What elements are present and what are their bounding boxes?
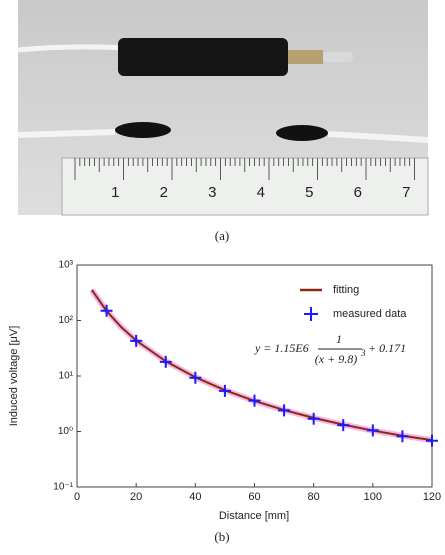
equation-exponent: 3: [360, 348, 366, 358]
legend-label: fitting: [333, 284, 359, 296]
ruler-label: 2: [160, 184, 168, 201]
marker: [159, 355, 172, 368]
y-tick-label: 10⁻¹: [53, 482, 73, 493]
photo: 1 2 3 4 5 6 7: [17, 0, 429, 216]
y-tick-label: 10¹: [59, 371, 74, 382]
ruler-label: 6: [354, 184, 362, 201]
plot-frame: [76, 264, 433, 488]
caption: (a): [215, 228, 229, 243]
y-tick-label: 10³: [59, 260, 74, 271]
sensor: [115, 122, 171, 138]
sensor: [276, 125, 328, 141]
marker: [426, 434, 438, 447]
marker: [218, 384, 231, 397]
ruler-label: 7: [402, 184, 410, 201]
ruler-label: 4: [257, 184, 265, 201]
marker: [307, 412, 320, 425]
jack-tip: [323, 52, 353, 62]
marker: [189, 371, 202, 384]
cable: [327, 131, 429, 143]
marker: [366, 424, 379, 437]
x-tick-label: 40: [189, 491, 201, 503]
jack-plug: [288, 50, 323, 64]
equation-tail: + 0.171: [368, 341, 406, 355]
x-tick-label: 100: [364, 491, 382, 503]
legend-label: measured data: [333, 308, 407, 320]
x-tick-label: 0: [74, 491, 80, 503]
ruler-marks: 1 2 3 4 5 6 7: [74, 158, 415, 201]
y-axis-label: Induced voltage [μV]: [8, 326, 20, 427]
equation-denominator: (x + 9.8): [315, 352, 357, 366]
legend-swatch: [304, 307, 318, 321]
marker: [100, 304, 113, 317]
ruler-label: 5: [305, 184, 313, 201]
x-axis-label: Distance [mm]: [219, 510, 289, 522]
x-tick-label: 60: [248, 491, 260, 503]
caption: (b): [214, 529, 229, 544]
marker: [278, 404, 291, 417]
ruler-label: 1: [111, 184, 119, 201]
cable: [17, 129, 116, 138]
cable: [17, 44, 126, 53]
x-tick-label: 20: [130, 491, 142, 503]
y-tick-label: 10²: [59, 315, 74, 326]
x-tick-label: 120: [423, 491, 441, 503]
marker: [337, 419, 350, 432]
equation-lhs: y = 1.15E6: [254, 341, 309, 355]
equation-numerator: 1: [336, 332, 342, 346]
equation: y = 1.15E6 1 (x + 9.8) 3 + 0.171: [254, 332, 406, 366]
y-tick-label: 10⁰: [58, 426, 73, 437]
jack-body: [118, 38, 288, 76]
x-tick-label: 80: [308, 491, 320, 503]
marker: [248, 394, 261, 407]
marker: [396, 430, 409, 443]
ruler-label: 3: [208, 184, 216, 201]
marker: [130, 334, 143, 347]
